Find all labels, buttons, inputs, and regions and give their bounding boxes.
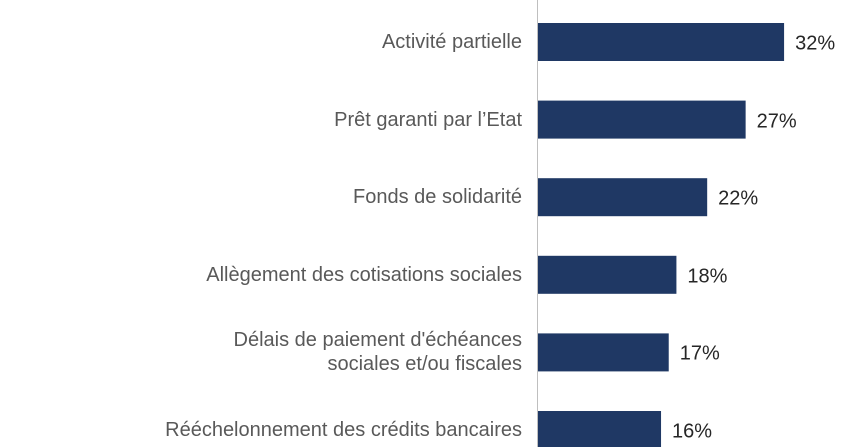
- bar: [538, 23, 785, 61]
- bar: [538, 255, 677, 294]
- value-label: 18%: [687, 265, 728, 288]
- category-label: Allègement des cotisations sociales: [206, 263, 522, 286]
- value-label: 22%: [718, 187, 759, 210]
- bar: [538, 411, 662, 447]
- category-label: Fonds de solidarité: [353, 186, 522, 209]
- category-label: Activité partielle: [381, 31, 522, 53]
- category-label: Prêt garanti par l’Etat: [334, 108, 522, 131]
- category-label: Délais de paiement d'échéances sociales …: [233, 329, 522, 376]
- value-label: 16%: [672, 420, 713, 443]
- bar: [538, 333, 669, 372]
- value-label: 17%: [679, 342, 720, 365]
- value-label: 27%: [756, 110, 797, 133]
- category-label: Rééchelonnement des crédits bancaires: [165, 419, 522, 441]
- value-label: 32%: [795, 32, 836, 55]
- bar: [538, 100, 746, 139]
- bar: [538, 178, 708, 217]
